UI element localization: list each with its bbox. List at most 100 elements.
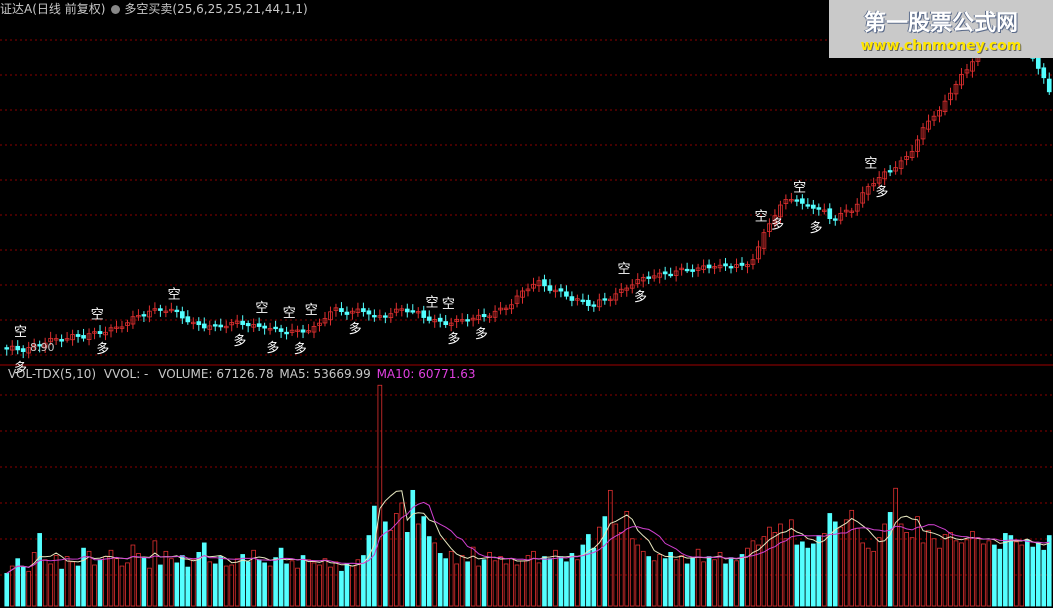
volume-bar bbox=[712, 559, 717, 607]
volume-bar bbox=[59, 568, 64, 607]
candle-body bbox=[487, 315, 492, 318]
candle-body bbox=[613, 293, 619, 301]
volume-indicator-name[interactable]: VOL-TDX(5,10) bbox=[8, 367, 97, 381]
candle-body bbox=[871, 183, 876, 187]
candle-body bbox=[361, 308, 366, 313]
volume-bar bbox=[629, 538, 635, 607]
volume-bar bbox=[174, 562, 180, 607]
candle-body bbox=[366, 310, 372, 315]
candle-body bbox=[575, 298, 580, 301]
candle-body bbox=[333, 307, 339, 311]
volume-value: VOLUME: 67126.78 bbox=[158, 367, 274, 381]
volume-bar bbox=[668, 551, 673, 607]
indicator-label[interactable]: 多空买卖(25,6,25,25,21,44,1,1) bbox=[124, 2, 308, 16]
candle-body bbox=[525, 288, 531, 292]
volume-bar bbox=[701, 561, 706, 607]
signal-label: 空 bbox=[864, 157, 877, 172]
candle-body bbox=[481, 314, 487, 318]
candle-body bbox=[92, 331, 97, 334]
candle-body bbox=[629, 284, 635, 289]
candle-body bbox=[180, 311, 185, 319]
volume-bar bbox=[772, 532, 778, 607]
signal-label: 多 bbox=[14, 360, 27, 376]
volume-bar bbox=[152, 540, 158, 607]
candle-body bbox=[273, 326, 278, 330]
volume-bar bbox=[136, 553, 141, 607]
volume-bar bbox=[31, 551, 37, 607]
volume-bar bbox=[487, 551, 492, 607]
candle-body bbox=[20, 348, 26, 352]
signal-label: 多 bbox=[294, 341, 307, 357]
volume-bar bbox=[322, 558, 328, 607]
volume-bar bbox=[147, 567, 152, 607]
volume-bar bbox=[459, 555, 465, 607]
volume-bar bbox=[26, 570, 32, 607]
volume-bar bbox=[443, 558, 449, 607]
volume-bar bbox=[465, 561, 470, 607]
price-panel-header: 证达A(日线 前复权) 多空买卖(25,6,25,25,21,44,1,1) bbox=[0, 0, 308, 17]
volume-bar bbox=[481, 559, 487, 607]
indicator-dot-icon[interactable] bbox=[111, 5, 121, 14]
volume-bar bbox=[245, 561, 251, 607]
candle-body bbox=[223, 325, 229, 329]
candle-body bbox=[712, 266, 717, 269]
volume-bar bbox=[723, 563, 728, 607]
volume-bar bbox=[975, 537, 981, 607]
volume-bar bbox=[410, 489, 416, 607]
candle-body bbox=[860, 192, 866, 204]
candle-body bbox=[778, 204, 783, 218]
volume-bar bbox=[876, 537, 882, 607]
candle-body bbox=[558, 288, 564, 292]
signal-label: 多 bbox=[810, 220, 823, 236]
volume-bar bbox=[778, 523, 783, 607]
candle-body bbox=[865, 186, 871, 195]
candle-body bbox=[531, 283, 536, 289]
candle-body bbox=[322, 318, 328, 324]
candle-body bbox=[311, 325, 317, 333]
candle-body bbox=[805, 204, 811, 207]
volume-bar bbox=[20, 566, 26, 607]
volume-bar bbox=[498, 556, 503, 607]
candle-body bbox=[15, 345, 21, 351]
volume-bar bbox=[849, 509, 855, 607]
signal-label: 多 bbox=[634, 289, 647, 305]
volume-bar bbox=[4, 573, 10, 607]
volume-bar bbox=[70, 561, 75, 607]
volume-bar bbox=[959, 542, 964, 607]
volume-bar bbox=[311, 562, 317, 607]
volume-bar bbox=[1003, 533, 1008, 607]
ma10-line bbox=[6, 501, 1050, 574]
candle-body bbox=[739, 262, 745, 266]
volume-bar bbox=[992, 544, 997, 607]
volume-bar bbox=[273, 557, 278, 607]
signal-label: 多 bbox=[875, 184, 888, 200]
volume-bar bbox=[448, 550, 454, 607]
volume-bar bbox=[706, 556, 712, 607]
volume-bar bbox=[492, 560, 498, 607]
volume-ma-lines bbox=[6, 490, 1050, 574]
volume-bar bbox=[553, 549, 558, 607]
candle-body bbox=[9, 345, 15, 351]
candle-body bbox=[37, 344, 42, 347]
candle-body bbox=[662, 271, 668, 275]
candle-body bbox=[767, 223, 772, 232]
candle-body bbox=[843, 209, 849, 213]
volume-bar bbox=[931, 538, 937, 607]
candle-body bbox=[756, 246, 761, 260]
volume-bar bbox=[580, 544, 586, 607]
candle-body bbox=[503, 307, 509, 311]
signal-label: 空 bbox=[283, 306, 296, 321]
candle-body bbox=[207, 325, 213, 330]
volume-bar bbox=[377, 384, 383, 607]
volume-bar bbox=[745, 547, 750, 607]
volume-bar bbox=[503, 563, 509, 607]
volume-bar bbox=[169, 558, 174, 607]
candle-body bbox=[800, 198, 805, 204]
candle-body bbox=[734, 264, 739, 268]
candle-body bbox=[536, 280, 542, 287]
signal-label: 空 bbox=[793, 180, 806, 195]
volume-bars bbox=[4, 384, 1052, 607]
candle-body bbox=[706, 264, 712, 269]
volume-bar bbox=[800, 541, 805, 607]
volume-bar bbox=[399, 502, 405, 607]
